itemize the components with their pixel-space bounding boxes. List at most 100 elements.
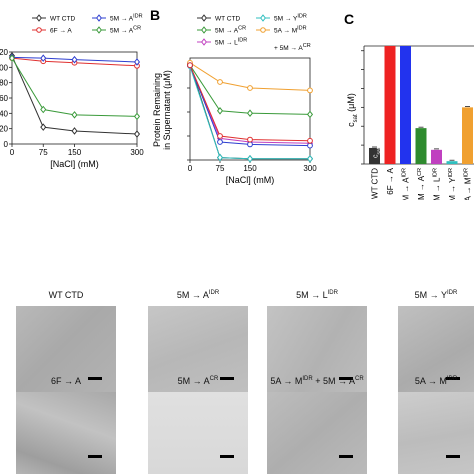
bar [400, 46, 411, 164]
micrograph-image [398, 392, 474, 474]
data-point [217, 133, 223, 139]
scale-bar [220, 377, 234, 380]
series-line [189, 64, 311, 115]
x-tick-label: 150 [243, 164, 257, 173]
chart-panels: WT CTD 6F → A 5M → AIDR 5M → ACR 0 75 150 300 0… [0, 7, 474, 200]
legend-label: WT CTD [215, 16, 240, 23]
x-tick-label: 0 [188, 164, 193, 173]
scale-bar [446, 377, 460, 380]
micrograph-image [148, 306, 248, 396]
category-label: 6F → A [386, 167, 395, 194]
data-point [307, 142, 313, 149]
data-point [307, 137, 313, 144]
data-point [217, 79, 223, 85]
legend-marker [260, 14, 266, 22]
x-tick-label: 300 [303, 164, 317, 173]
series-line [189, 65, 311, 142]
series-line [11, 57, 138, 117]
x-tick-label: 75 [39, 148, 48, 157]
category-label: 5A → MIDR [464, 168, 473, 200]
data-point [71, 127, 78, 135]
micrograph-label: WT CTD [48, 290, 84, 300]
legend-marker [96, 26, 102, 34]
c-y-axis-label: csat (μM) [346, 93, 359, 127]
panel-b-letter: B [150, 7, 160, 23]
y-tick-label: 40 [0, 109, 9, 118]
data-point [71, 111, 78, 119]
x-tick-label: 75 [216, 164, 225, 173]
series-line [11, 56, 138, 63]
panel-b-series [186, 59, 314, 163]
data-point [246, 154, 254, 163]
micrograph-label: 5M → LIDR [296, 290, 338, 300]
data-point [133, 112, 141, 121]
panel-c-letter: C [344, 11, 354, 27]
legend-marker [96, 14, 102, 22]
x-tick-label: 300 [130, 148, 144, 157]
data-point [40, 105, 47, 114]
micrograph-label: 5M → ACR [177, 376, 219, 386]
bar [384, 46, 396, 164]
category-label: WT CTD [371, 168, 380, 199]
legend-label: 5M → LIDR [215, 38, 247, 47]
scale-bar [220, 455, 234, 458]
y-tick-label: 120 [0, 48, 9, 57]
series-line [189, 66, 310, 160]
data-point [217, 139, 223, 145]
data-point [133, 58, 141, 66]
panel-b-y-axis-label-line1: Protein Remaining [152, 73, 162, 147]
panel-a-axes: 0 75 150 300 0 20 40 60 80 100 120 [0, 48, 144, 157]
legend-marker [201, 26, 207, 34]
scale-bar [88, 455, 102, 458]
legend-label: 5M → YIDR [274, 14, 307, 23]
legend-label: 5A → MIDR [274, 26, 307, 35]
legend-label: 5M → ACR [110, 26, 141, 35]
legend-label: 6F → A [50, 28, 72, 35]
bar [462, 107, 473, 164]
category-label: 5M → YIDR [448, 168, 457, 200]
bar [415, 128, 427, 164]
legend-marker [201, 38, 207, 46]
category-label: 5M → AIDR [402, 168, 411, 200]
data-point [306, 154, 314, 163]
data-point [246, 109, 254, 118]
data-point [247, 136, 253, 143]
bar [431, 149, 442, 164]
series-line [11, 55, 138, 135]
data-point [133, 130, 141, 138]
x-tick-label: 0 [10, 148, 15, 157]
x-tick-label: 150 [68, 148, 82, 157]
category-label: 5M → ACR [417, 168, 426, 200]
series-line [11, 57, 138, 67]
legend-label-continued: + 5M → ACR [274, 43, 311, 52]
micrograph-image [16, 306, 116, 396]
bar [446, 161, 458, 164]
data-point [306, 110, 314, 119]
scale-bar [339, 377, 353, 380]
data-point [40, 123, 47, 131]
micrograph-label: 6F → A [50, 376, 81, 386]
data-point [40, 54, 47, 62]
legend-marker [201, 14, 207, 22]
micrograph-image [16, 392, 116, 474]
panel-b-legend: WT CTD 5M → ACR 5M → LIDR 5M → YIDR 5A → MID… [197, 14, 311, 52]
y-tick-label: 80 [0, 79, 9, 88]
data-point [307, 87, 313, 94]
scale-bar [446, 455, 460, 458]
y-tick-label: 0 [4, 140, 9, 149]
legend-label: 5M → ACR [215, 26, 246, 35]
legend-marker [260, 27, 266, 33]
series-line [189, 62, 311, 91]
scale-bar [339, 455, 353, 458]
data-point [8, 54, 16, 62]
legend-marker [36, 14, 42, 22]
panel-a-series [8, 52, 141, 138]
micrograph-label: 5A → MIDR + 5M → ACR [270, 376, 364, 386]
legend-marker [36, 27, 42, 33]
data-point [187, 62, 193, 69]
micrograph-label: 5M → AIDR [176, 290, 220, 300]
data-point [71, 55, 78, 64]
bar [369, 147, 380, 164]
panel-c-chart: C csat (μM) WT CTD 6F → A 5M → AIDR 5M → AC… [344, 11, 474, 200]
